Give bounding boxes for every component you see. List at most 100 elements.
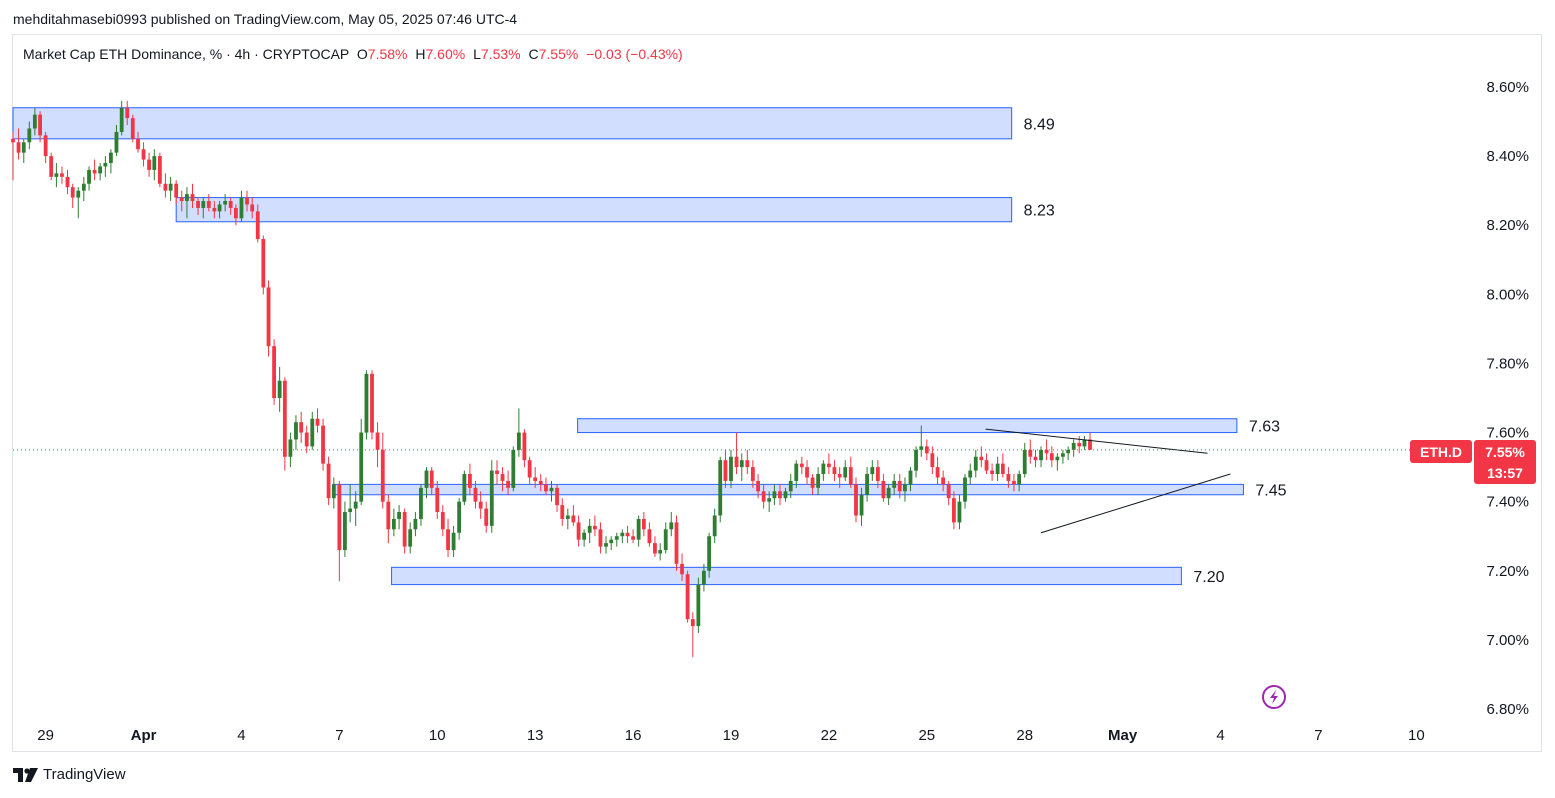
legend-close-label: C [528,46,539,62]
candle-body [32,114,37,129]
candle-body [250,204,255,212]
candle-body [609,539,614,544]
x-tick-label: 7 [335,727,343,744]
candle-body [424,470,429,488]
candle-body [294,422,298,440]
candle-body [625,532,630,537]
candle-body [288,439,293,457]
zone-label: 7.63 [1249,419,1280,436]
x-tick-label: 10 [1408,727,1425,744]
candle-body [1061,453,1065,457]
candle-body [935,467,940,478]
candle-body [805,467,809,478]
candle-body [54,173,59,177]
legend-change: −0.03 (−0.43%) [586,46,683,62]
candle-body [631,536,635,540]
candle-body [473,487,478,502]
candle-body [163,183,168,191]
candle-body [331,484,336,499]
x-tick-label: 13 [527,727,544,744]
y-tick-label: 7.60% [1486,425,1529,442]
candle-body [380,449,385,502]
candle-body [957,501,962,523]
candle-body [489,470,494,526]
candle-body [729,456,733,481]
candle-body [359,432,364,502]
candle-body [712,515,717,537]
candle-body [799,463,804,468]
x-tick-label: 4 [1216,727,1224,744]
published-caption: mehditahmasebi0993 published on TradingV… [13,11,518,27]
candle-body [81,183,86,191]
candle-body [315,418,320,426]
candle-body [827,463,831,468]
candle-body [478,501,483,509]
legend-symbol: Market Cap ETH Dominance, % · 4h · CRYPT… [23,46,349,62]
candle-body [859,494,864,516]
candle-body [1044,449,1049,454]
candle-body [201,201,206,208]
candle-body [413,518,418,530]
candle-body [206,201,211,208]
x-tick-label: 28 [1016,727,1033,744]
candle-body [750,467,755,481]
candle-body [593,525,597,530]
candle-body [707,536,712,571]
candle-body [788,480,793,492]
candle-body [875,467,880,481]
candle-body [119,107,124,132]
tradingview-logo-text: TradingView [43,766,126,783]
candle-body [147,159,151,170]
y-tick-label: 7.80% [1486,355,1529,372]
candle-body [527,460,532,478]
legend-low-label: L [473,46,481,62]
candle-body [816,474,821,488]
candle-body [11,138,15,143]
candles-layer [11,100,1092,658]
candle-body [587,525,592,533]
candle-body [408,529,413,547]
candle-body [886,487,891,499]
price-tag-countdown: 13:57 [1487,465,1523,481]
candle-body [70,187,75,198]
candle-body [778,491,782,499]
candle-body [190,194,195,202]
candle-body [353,501,358,509]
candle-body [1082,439,1087,447]
candle-body [653,543,657,554]
tradingview-footer[interactable]: TradingView [13,766,126,783]
candle-body [516,432,521,450]
candle-body [702,570,706,585]
legend-low-value: 7.53% [480,46,521,62]
candle-body [718,460,723,516]
candle-body [136,138,140,150]
candle-body [337,484,342,551]
candle-body [223,201,228,205]
legend-high-label: H [415,46,426,62]
candle-body [576,522,581,540]
candle-body [500,474,505,481]
candle-body [21,142,26,153]
lightning-icon[interactable] [1262,685,1286,709]
candle-body [98,166,103,174]
candle-body [892,480,897,488]
candle-body [326,463,331,499]
trendline [985,428,1208,454]
trendlines-layer [985,428,1231,534]
candle-body [375,432,380,450]
candle-body [761,491,766,502]
candle-body [228,201,233,208]
chart-frame[interactable] [12,34,1542,752]
candle-body [1017,474,1022,485]
candle-body [168,183,173,191]
candle-body [696,584,701,627]
candle-body [152,156,157,170]
price-tag [1474,440,1536,484]
candle-body [565,515,570,519]
candle-body [1033,456,1038,461]
candle-body [973,456,978,471]
y-tick-label: 8.00% [1486,286,1529,303]
candle-body [854,484,858,516]
candle-body [663,529,668,551]
